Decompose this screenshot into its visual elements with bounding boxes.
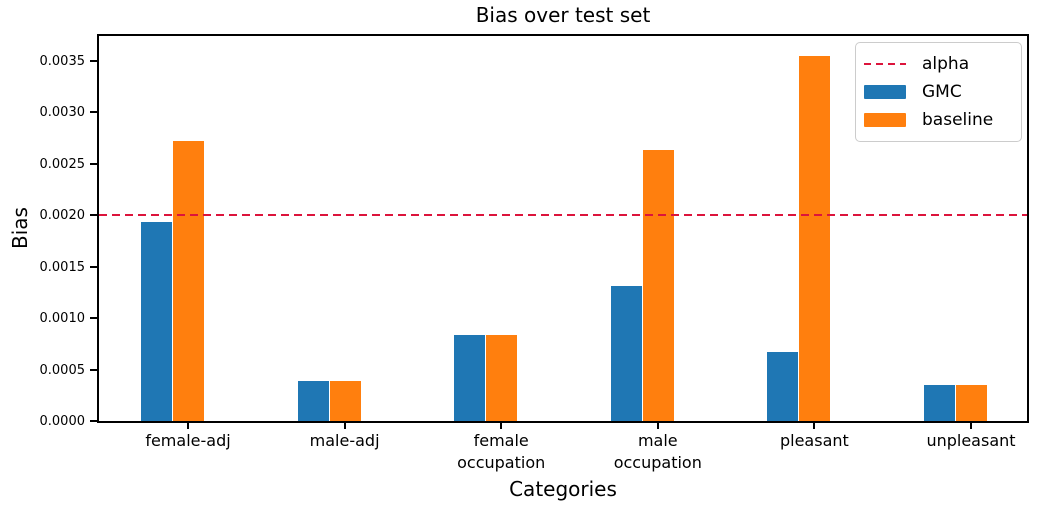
gmc-color-swatch — [864, 85, 906, 99]
y-tick-label: 0.0030 — [39, 105, 86, 121]
y-tick-mark — [90, 368, 97, 371]
bar-gmc-male-occupation — [610, 286, 642, 421]
x-tick-label-male-adj: male-adj — [309, 431, 380, 450]
bar-gmc-male-adj — [297, 380, 329, 421]
legend-row-baseline: baseline — [864, 107, 1013, 133]
y-tick-label: 0.0005 — [39, 362, 86, 378]
baseline-color-swatch — [864, 113, 906, 127]
y-tick-label: 0.0010 — [39, 311, 86, 327]
y-tick-mark — [90, 317, 97, 320]
bar-baseline-female-adj — [173, 141, 204, 421]
bar-gmc-female-occupation — [454, 334, 486, 421]
x-tick-mark-female-adj — [187, 423, 189, 429]
legend: alpha GMC baseline — [855, 42, 1022, 142]
x-tick-mark-male-occupation — [656, 423, 659, 429]
x-tick-mark-female-occupation — [500, 423, 503, 429]
legend-row-gmc: GMC — [864, 79, 1013, 105]
y-tick-label: 0.0015 — [39, 259, 86, 275]
bar-baseline-unpleasant — [956, 384, 987, 421]
y-tick-label: 0.0000 — [39, 414, 86, 429]
x-tick-mark-male-adj — [343, 423, 346, 429]
y-tick-label: 0.0035 — [39, 53, 86, 69]
y-tick-mark — [90, 111, 97, 114]
bar-gmc-pleasant — [767, 352, 799, 421]
y-tick-mark — [90, 59, 97, 62]
bar-gmc-unpleasant — [924, 384, 955, 421]
x-tick-label-female-occupation: female occupation — [457, 431, 546, 472]
bar-baseline-male-occupation — [642, 150, 674, 421]
legend-row-alpha: alpha — [864, 51, 1013, 77]
chart-title: Bias over test set — [475, 3, 651, 27]
x-axis-label: Categories — [509, 477, 617, 501]
bar-baseline-pleasant — [799, 55, 831, 421]
x-tick-label-female-adj: female-adj — [145, 431, 231, 450]
alpha-threshold-line — [99, 214, 1027, 217]
x-tick-label-male-occupation: male occupation — [613, 431, 702, 472]
legend-label-gmc: GMC — [922, 82, 962, 102]
y-tick-label: 0.0025 — [39, 156, 86, 172]
y-tick-mark — [90, 214, 97, 217]
x-tick-mark-pleasant — [813, 423, 816, 429]
x-tick-label-unpleasant: unpleasant — [926, 431, 1016, 450]
y-tick-label: 0.0020 — [39, 208, 86, 224]
legend-label-alpha: alpha — [922, 54, 970, 74]
x-tick-label-pleasant: pleasant — [779, 431, 849, 450]
y-tick-mark — [90, 162, 97, 165]
bar-baseline-female-occupation — [486, 334, 518, 421]
x-tick-mark-unpleasant — [970, 423, 972, 429]
bar-baseline-male-adj — [329, 380, 361, 421]
y-tick-mark — [90, 265, 97, 268]
y-tick-mark — [90, 420, 97, 422]
alpha-dashed-line-swatch — [864, 63, 906, 65]
legend-label-baseline: baseline — [922, 110, 994, 130]
bar-gmc-female-adj — [141, 222, 172, 421]
